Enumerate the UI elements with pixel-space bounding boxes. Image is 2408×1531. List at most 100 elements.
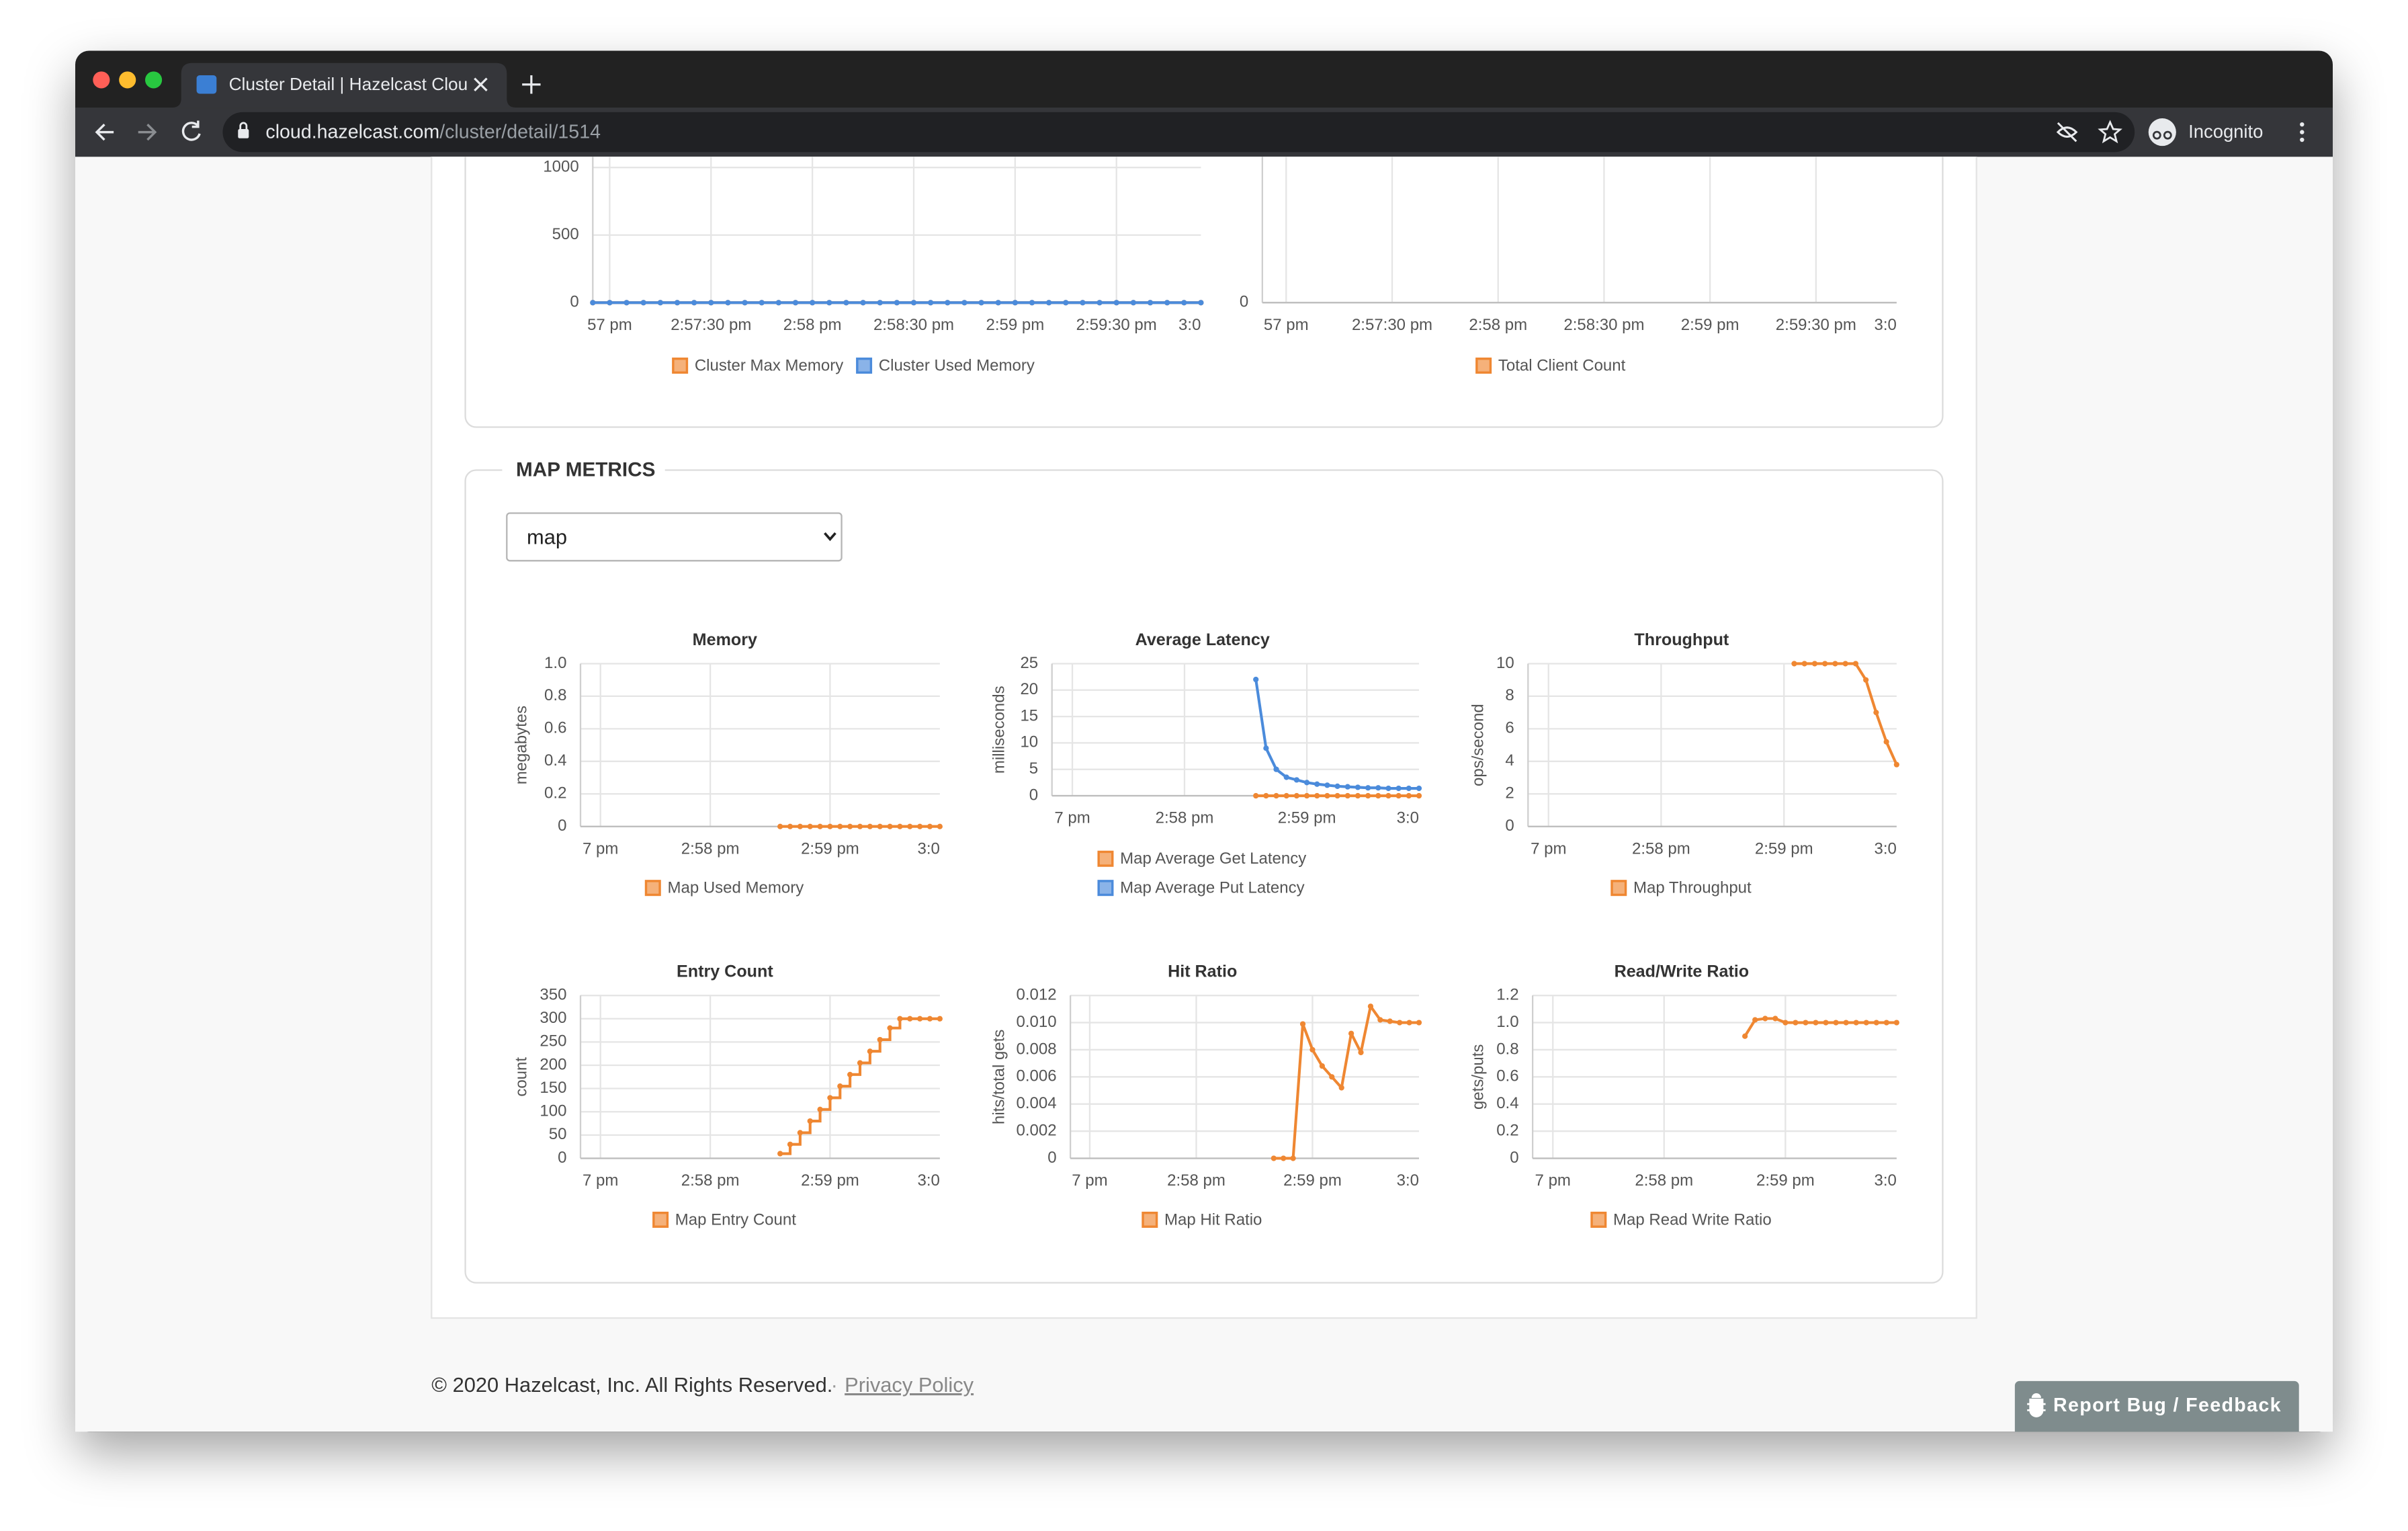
y-tick-label: 300: [540, 1009, 566, 1027]
point: [860, 300, 866, 306]
point: [928, 300, 934, 306]
point: [1397, 1020, 1403, 1026]
point: [1263, 792, 1269, 799]
legend-swatch: [644, 880, 661, 897]
legend-item: Cluster Used Memory: [856, 357, 1035, 375]
point: [1883, 1020, 1889, 1026]
point: [1873, 1020, 1879, 1026]
line-step: [860, 1051, 871, 1065]
line: [1744, 1017, 1897, 1037]
point: [847, 823, 853, 829]
point: [1293, 792, 1300, 799]
x-tick-label: 2:58 pm: [1469, 316, 1527, 334]
y-axis-label: ops/second: [1469, 704, 1487, 786]
map-select[interactable]: [506, 512, 843, 562]
point: [937, 1016, 943, 1022]
x-tick-label: 2:59:30 pm: [1776, 316, 1856, 334]
point: [843, 300, 849, 306]
y-tick-label: 5: [1029, 759, 1038, 778]
new-tab[interactable]: [522, 75, 541, 94]
x-tick-label: 2:59 pm: [801, 1171, 859, 1190]
feedback-button[interactable]: [2014, 1380, 2299, 1442]
point: [1762, 1016, 1768, 1022]
point: [1811, 661, 1818, 667]
point: [1029, 300, 1035, 306]
y-tick-label: 0.002: [1017, 1121, 1057, 1139]
point: [910, 300, 917, 306]
point: [847, 1071, 853, 1077]
incognito-glasses: [2152, 130, 2161, 140]
tab-close[interactable]: [474, 77, 488, 92]
point: [1354, 792, 1361, 799]
point: [1338, 1085, 1344, 1091]
point: [827, 823, 833, 829]
active-tab[interactable]: [172, 63, 516, 108]
legend-label: Map Average Put Latency: [1120, 879, 1304, 897]
point: [1833, 1020, 1839, 1026]
point: [927, 1016, 933, 1022]
y-tick-label: 0: [1029, 786, 1038, 804]
x-tick-label: 2:59 pm: [1755, 839, 1813, 858]
point: [807, 1118, 813, 1124]
point: [1113, 300, 1119, 306]
y-tick-label: 20: [1020, 680, 1038, 698]
point: [897, 1016, 903, 1022]
point: [1046, 300, 1052, 306]
y-axis-label: megabytes: [512, 706, 530, 784]
incognito-glasses: [2163, 130, 2172, 140]
y-tick-label: 1.0: [1496, 1013, 1518, 1031]
x-tick-label: 57 pm: [587, 316, 632, 334]
url-host: cloud.hazelcast.com: [265, 121, 439, 142]
point: [1893, 1020, 1899, 1026]
point: [1863, 1020, 1869, 1026]
x-tick-label: 2:57:30 pm: [1352, 316, 1432, 334]
profile-label[interactable]: Incognito: [2188, 121, 2263, 142]
back-button[interactable]: [95, 123, 114, 141]
y-tick-label: 1.0: [544, 654, 566, 672]
point: [877, 823, 883, 829]
address-bar[interactable]: [222, 112, 2135, 153]
minimize-button[interactable]: [119, 71, 136, 89]
point: [1375, 792, 1381, 799]
maximize-button[interactable]: [145, 71, 163, 89]
close-button[interactable]: [93, 71, 110, 89]
incognito-avatar[interactable]: [2148, 118, 2176, 147]
point: [1348, 1030, 1354, 1036]
tracking-icon[interactable]: [2056, 122, 2078, 142]
legend-item: Map Hit Ratio: [1142, 1210, 1262, 1229]
menu-dot[interactable]: [2300, 122, 2305, 127]
privacy-link[interactable]: Privacy Policy: [845, 1373, 974, 1397]
x-tick-label: 7 pm: [1072, 1171, 1107, 1190]
feedback-label[interactable]: Report Bug / Feedback: [2053, 1395, 2282, 1416]
y-tick-label: 10: [1020, 733, 1038, 751]
line-step: [820, 1098, 832, 1111]
forward-button[interactable]: [138, 123, 157, 141]
y-tick-label: 0.006: [1017, 1067, 1057, 1085]
bookmark-star[interactable]: [2098, 120, 2122, 144]
point: [945, 300, 951, 306]
legend-swatch: [1142, 1211, 1158, 1228]
point: [1387, 1018, 1393, 1024]
x-tick-label: 3:0: [1874, 316, 1896, 334]
y-tick-label: 25: [1020, 654, 1038, 672]
point: [1290, 1155, 1296, 1161]
point: [995, 300, 1001, 306]
x-tick-label: 3:0: [1178, 316, 1201, 334]
point: [1832, 661, 1838, 667]
y-tick-label: 15: [1020, 706, 1038, 725]
point: [691, 300, 697, 306]
point: [787, 823, 793, 829]
x-tick-label: 2:59 pm: [1278, 809, 1336, 827]
y-tick-label: 0: [558, 1149, 566, 1167]
point: [1329, 1074, 1335, 1080]
point: [1416, 792, 1422, 799]
legend-swatch: [1097, 850, 1114, 867]
point: [1314, 781, 1320, 787]
reload-button[interactable]: [181, 120, 201, 141]
menu-dot[interactable]: [2300, 130, 2305, 134]
x-tick-label: 2:58 pm: [681, 1171, 740, 1190]
menu-dot[interactable]: [2300, 137, 2305, 142]
select-value[interactable]: map: [527, 525, 567, 548]
point: [1873, 710, 1879, 716]
point: [1416, 785, 1422, 792]
